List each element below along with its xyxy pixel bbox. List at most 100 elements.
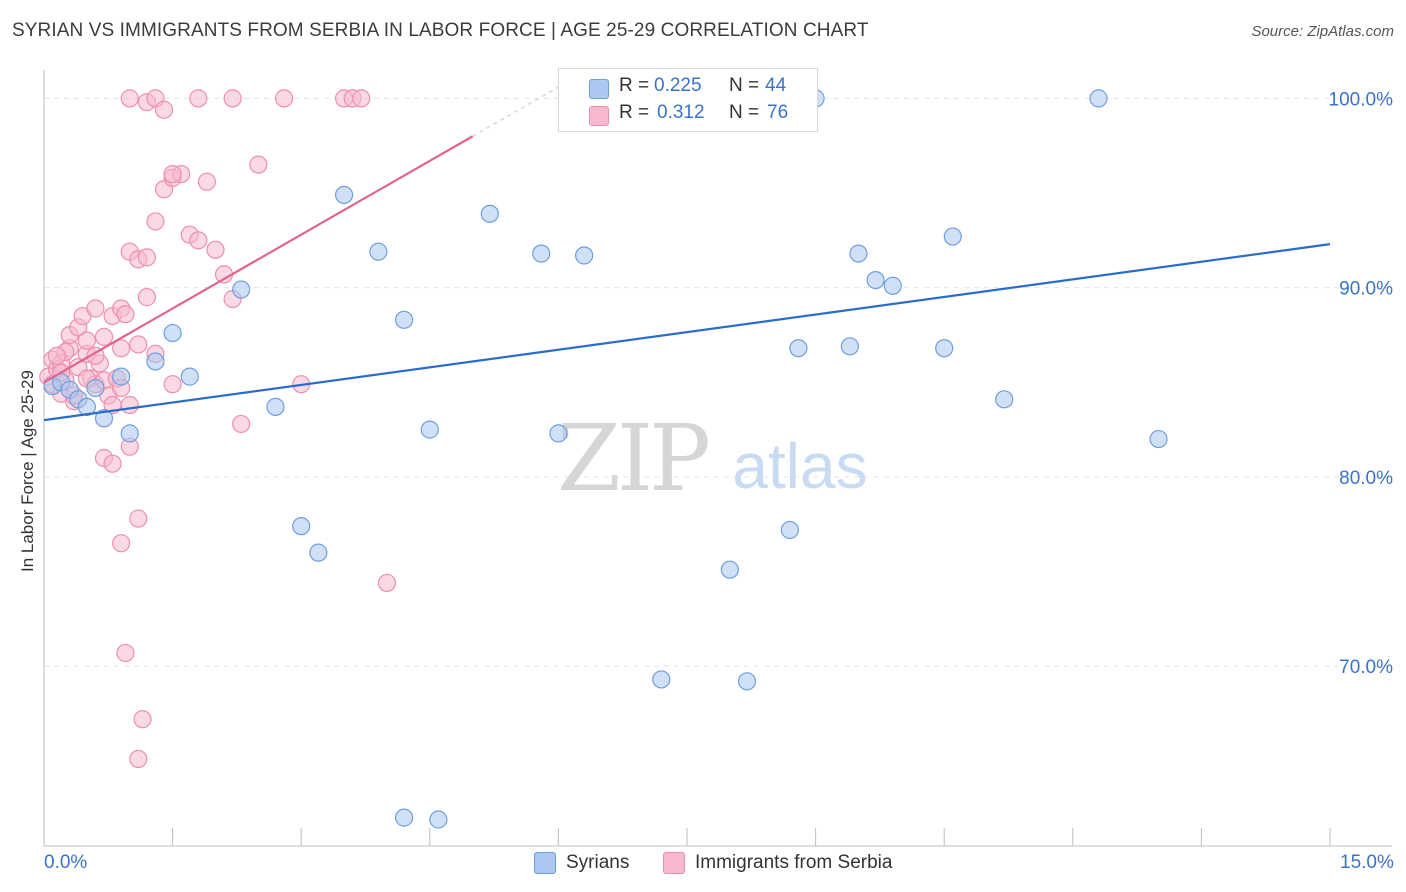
legend-row-syrians: R = 0.225 N = 44 bbox=[559, 75, 817, 103]
legend-n-label: N = bbox=[729, 75, 760, 96]
chart-title: SYRIAN VS IMMIGRANTS FROM SERBIA IN LABO… bbox=[12, 20, 869, 41]
y-tick-label: 80.0% bbox=[1339, 468, 1393, 489]
stats-legend: R = 0.225 N = 44 R = 0.312 N = 76 bbox=[558, 68, 818, 132]
scatter-point bbox=[866, 270, 885, 290]
scatter-point bbox=[292, 517, 311, 536]
trend-line-syrians bbox=[43, 243, 1331, 422]
legend-swatch-pink bbox=[589, 106, 609, 126]
watermark-zip: ZIP bbox=[557, 405, 708, 512]
scatter-point bbox=[94, 327, 114, 346]
scatter-point bbox=[129, 749, 148, 769]
scatter-point bbox=[652, 670, 671, 689]
scatter-point bbox=[394, 808, 414, 827]
x-tick-max: 15.0% bbox=[1340, 852, 1394, 873]
trend-line-serbia bbox=[43, 135, 474, 384]
scatter-point bbox=[120, 89, 139, 108]
trend-lines bbox=[43, 81, 1331, 422]
watermark-atlas: atlas bbox=[732, 430, 867, 502]
scatter-point bbox=[163, 323, 182, 343]
scatter-point bbox=[720, 560, 739, 579]
scatter-point bbox=[377, 573, 397, 593]
scatter-point bbox=[232, 280, 251, 299]
scatter-point bbox=[429, 810, 448, 829]
scatter-point bbox=[86, 378, 105, 398]
scatter-point bbox=[575, 246, 594, 265]
scatter-point bbox=[189, 231, 208, 250]
y-tick-label: 100.0% bbox=[1329, 89, 1394, 110]
scatter-point bbox=[849, 244, 868, 263]
scatter-point bbox=[112, 339, 131, 358]
scatter-point bbox=[163, 375, 182, 394]
scatter-point bbox=[180, 367, 199, 386]
bottom-legend-swatch-blue bbox=[534, 852, 556, 874]
y-tick-label: 90.0% bbox=[1339, 279, 1393, 300]
scatter-point bbox=[352, 89, 371, 108]
scatter-point bbox=[133, 710, 152, 729]
axes bbox=[43, 70, 1392, 847]
scatter-point bbox=[120, 395, 139, 415]
scatter-point bbox=[120, 424, 139, 443]
scatter-point bbox=[334, 185, 354, 205]
y-tick-labels: 70.0% 80.0% 90.0% 100.0% bbox=[1329, 89, 1394, 678]
scatter-point bbox=[112, 367, 131, 386]
scatter-point bbox=[146, 352, 165, 371]
scatter-point bbox=[309, 543, 328, 562]
syrians-points bbox=[43, 89, 1168, 829]
scatter-point bbox=[532, 244, 551, 263]
scatter-point bbox=[129, 509, 148, 528]
scatter-point bbox=[154, 100, 174, 119]
scatter-point bbox=[77, 331, 96, 350]
scatter-point bbox=[223, 89, 242, 108]
scatter-point bbox=[780, 520, 799, 540]
scatter-point bbox=[77, 397, 96, 416]
trend-line-serbia-extension bbox=[472, 81, 568, 137]
scatter-point bbox=[943, 227, 962, 246]
scatter-point bbox=[197, 172, 216, 191]
source-label: Source: ZipAtlas.com bbox=[1251, 23, 1394, 40]
scatter-point bbox=[116, 305, 135, 324]
bottom-legend-swatch-pink bbox=[663, 852, 685, 874]
scatter-point bbox=[935, 339, 954, 358]
scatter-point bbox=[206, 240, 225, 259]
scatter-point bbox=[232, 414, 251, 434]
scatter-point bbox=[1089, 89, 1108, 108]
scatter-point bbox=[883, 276, 902, 295]
scatter-point bbox=[163, 164, 182, 184]
legend-r-label: R = bbox=[619, 75, 650, 96]
scatter-point bbox=[103, 454, 122, 473]
scatter-point bbox=[369, 242, 388, 261]
scatter-point bbox=[129, 335, 148, 354]
legend-n-value: 44 bbox=[765, 75, 787, 96]
scatter-point bbox=[995, 390, 1014, 409]
scatter-point bbox=[789, 339, 808, 358]
legend-n-label: N = bbox=[729, 102, 760, 123]
scatter-point bbox=[266, 397, 285, 416]
y-tick-label: 70.0% bbox=[1339, 657, 1393, 678]
legend-r-value: 0.225 bbox=[654, 75, 702, 96]
scatter-point bbox=[189, 89, 208, 108]
scatter-point bbox=[137, 288, 156, 307]
scatter-point bbox=[86, 299, 105, 318]
scatter-point bbox=[549, 424, 568, 443]
grid bbox=[44, 97, 1392, 667]
scatter-point bbox=[116, 643, 135, 663]
legend-n-value: 76 bbox=[767, 102, 789, 123]
scatter-point bbox=[737, 672, 757, 691]
legend-r-label: R = bbox=[619, 102, 650, 123]
scatter-point bbox=[840, 337, 859, 356]
x-tick-min: 0.0% bbox=[44, 852, 88, 873]
bottom-legend-label: Immigrants from Serbia bbox=[695, 852, 893, 873]
scatter-point bbox=[47, 346, 66, 365]
scatter-point bbox=[420, 420, 439, 439]
scatter-point bbox=[137, 248, 156, 267]
scatter-point bbox=[394, 310, 414, 329]
scatter-point bbox=[480, 204, 499, 223]
y-axis-label: In Labor Force | Age 25-29 bbox=[18, 370, 37, 572]
scatter-point bbox=[1149, 429, 1168, 449]
legend-row-serbia: R = 0.312 N = 76 bbox=[559, 102, 817, 130]
legend-swatch-blue bbox=[589, 79, 609, 99]
scatter-point bbox=[249, 155, 268, 174]
bottom-legend-label: Syrians bbox=[566, 852, 630, 873]
scatter-point bbox=[94, 409, 114, 428]
